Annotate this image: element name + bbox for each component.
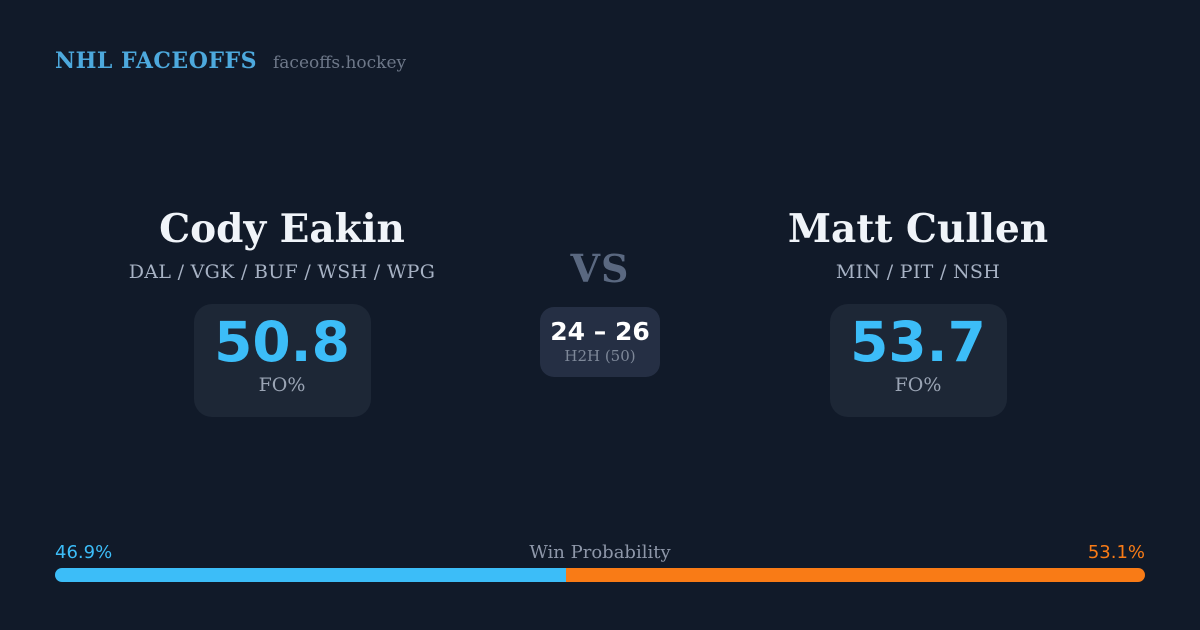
win-probability-labels: 46.9% Win Probability 53.1% [55, 542, 1145, 564]
h2h-score: 24 – 26 [550, 316, 650, 346]
h2h-box: 24 – 26 H2H (50) [540, 306, 660, 377]
h2h-label: H2H (50) [564, 347, 636, 366]
vs-label: VS [570, 246, 630, 291]
brand-logo: NHL FACEOFFS [55, 48, 257, 74]
player-left-stat-box: 50.8 FO% [193, 303, 371, 417]
player-left-fo-value: 50.8 [214, 309, 350, 374]
win-probability-bar-left [55, 568, 567, 582]
header: NHL FACEOFFS faceoffs.hockey [55, 48, 406, 74]
win-probability-title: Win Probability [529, 542, 671, 563]
player-left-teams: DAL / VGK / BUF / WSH / WPG [128, 260, 436, 283]
player-left-fo-label: FO% [258, 374, 306, 397]
win-probability-bar [55, 568, 1145, 582]
win-probability-bar-right [566, 568, 1145, 582]
player-left-column: Cody Eakin DAL / VGK / BUF / WSH / WPG 5… [52, 208, 512, 417]
player-right-name: Matt Cullen [787, 206, 1049, 252]
player-right-fo-value: 53.7 [850, 309, 986, 374]
player-right-teams: MIN / PIT / NSH [835, 260, 1001, 283]
player-left-name: Cody Eakin [159, 206, 405, 252]
player-right-stat-box: 53.7 FO% [829, 303, 1007, 417]
center-column: VS 24 – 26 H2H (50) [500, 248, 700, 377]
site-url: faceoffs.hockey [273, 53, 407, 73]
player-right-column: Matt Cullen MIN / PIT / NSH 53.7 FO% [688, 208, 1148, 417]
win-probability-left-pct: 46.9% [55, 542, 113, 563]
win-probability-right-pct: 53.1% [1087, 542, 1145, 563]
player-right-fo-label: FO% [894, 374, 942, 397]
